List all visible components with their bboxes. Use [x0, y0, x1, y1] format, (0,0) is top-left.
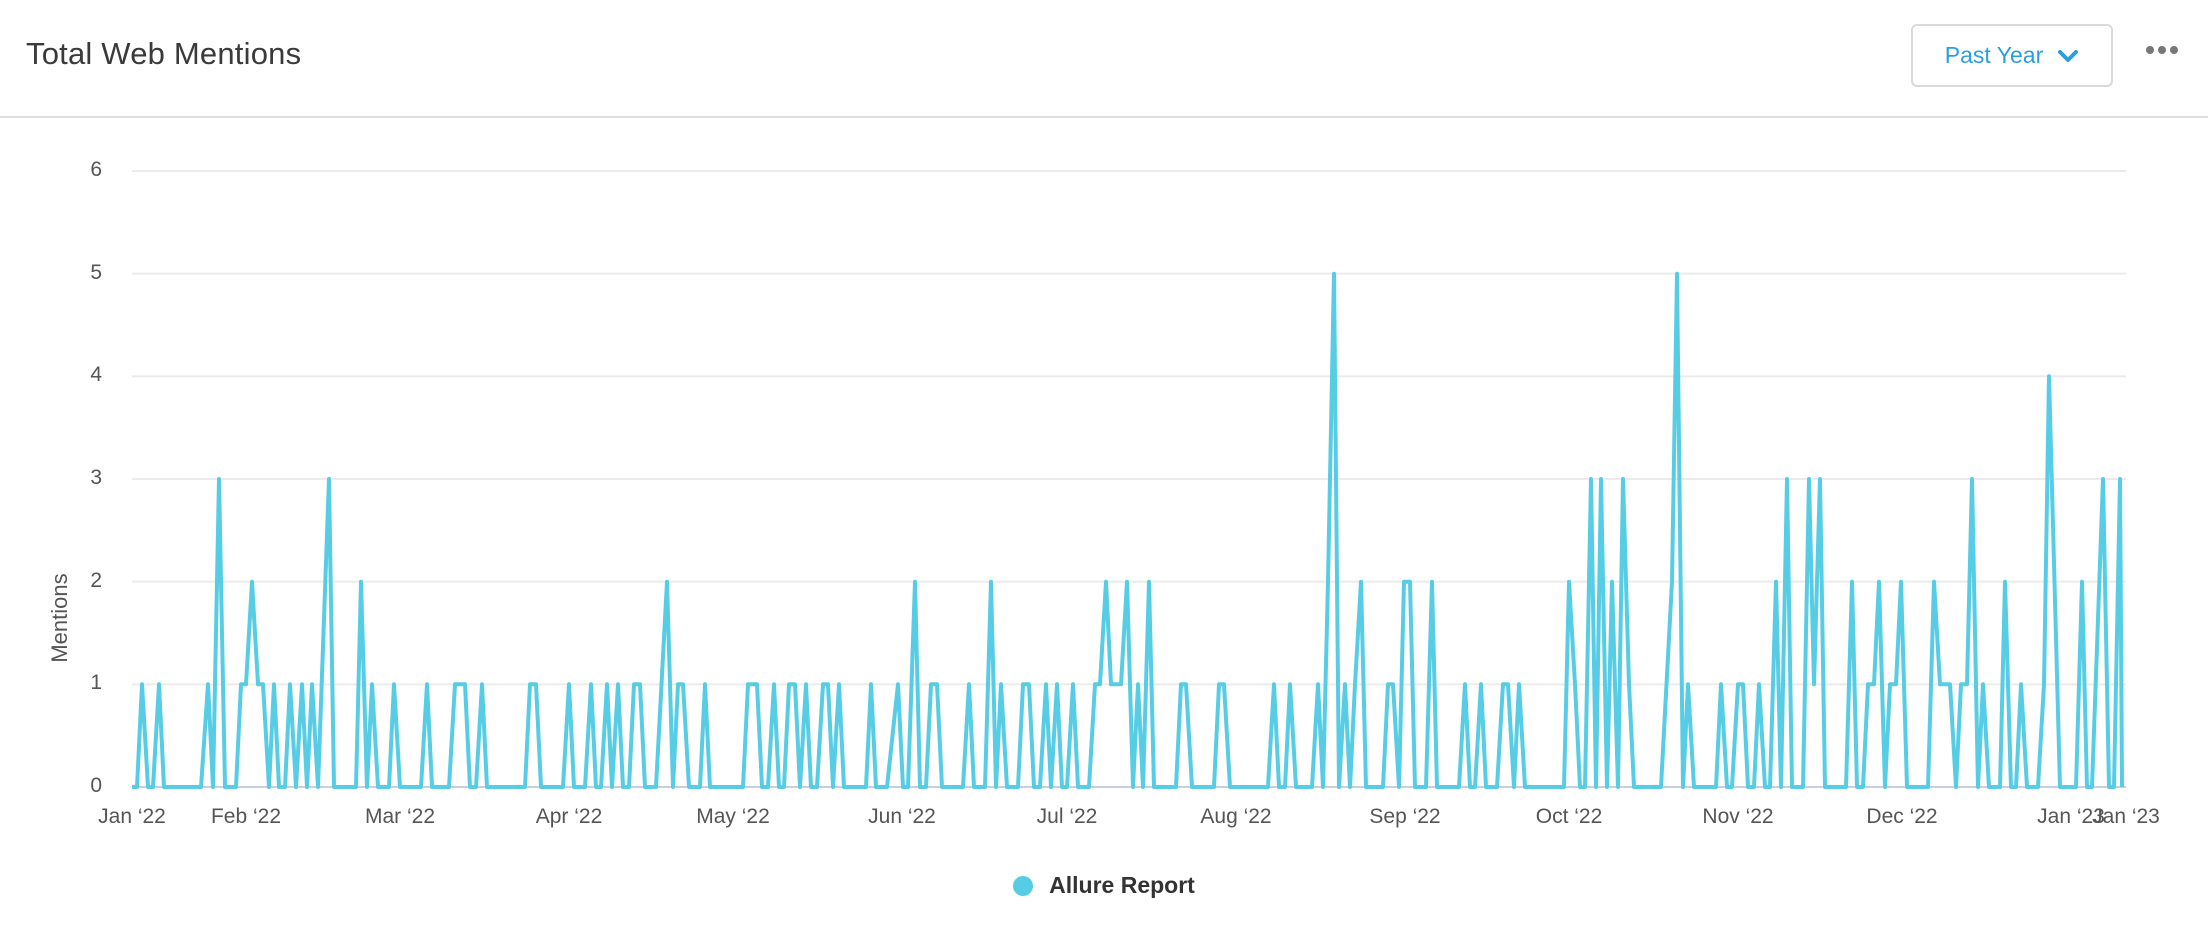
chart-title: Total Web Mentions [26, 36, 302, 71]
y-tick-label: 4 [90, 363, 102, 387]
y-tick-label: 1 [90, 671, 102, 695]
line-chart: 0 1 2 3 4 5 6 Jan ‘22 Feb ‘22 Mar ‘22 Apr ‘22 May … [0, 118, 2208, 930]
legend-item[interactable]: Allure Report [0, 872, 2208, 899]
dot-icon [2146, 46, 2154, 54]
y-axis-label: Mentions [47, 573, 72, 663]
more-options-button[interactable] [2146, 40, 2178, 60]
dot-icon [2170, 46, 2178, 54]
x-tick-label: Mar ‘22 [364, 805, 436, 828]
x-tick-label: Aug ‘22 [1200, 805, 1272, 828]
chevron-down-icon [2058, 49, 2079, 62]
x-tick-label: Jan ‘23 [2037, 805, 2105, 828]
plot-area [132, 170, 2126, 789]
x-tick-label: May ‘22 [696, 805, 770, 828]
series-line-allure-report[interactable] [132, 271, 2124, 789]
date-range-dropdown[interactable]: Past Year [1911, 24, 2113, 87]
x-tick-label: Jan ‘22 [98, 805, 166, 828]
y-tick-label: 3 [90, 466, 102, 489]
x-tick-label: Feb ‘22 [210, 805, 282, 828]
x-tick-label: Nov ‘22 [1702, 805, 1774, 828]
y-tick-label: 5 [90, 260, 102, 284]
legend-label: Allure Report [1049, 872, 1195, 898]
y-tick-label: 2 [90, 568, 102, 592]
x-tick-label: Sep ‘22 [1369, 805, 1441, 828]
y-tick-label: 6 [90, 158, 102, 181]
x-tick-label: Oct ‘22 [1535, 805, 1603, 828]
x-tick-label: Jul ‘22 [1036, 805, 1098, 828]
date-range-label: Past Year [1944, 42, 2044, 68]
card-header: Total Web Mentions Past Year [0, 0, 2208, 118]
x-tick-label: Jun ‘22 [868, 805, 936, 828]
legend-color-swatch [1013, 875, 1034, 896]
x-tick-label: Apr ‘22 [535, 805, 603, 828]
x-tick-label: Dec ‘22 [1866, 805, 1938, 828]
y-tick-label: 0 [90, 774, 102, 797]
dot-icon [2158, 46, 2166, 54]
x-tick-label: Jan ‘23 [2092, 805, 2160, 828]
